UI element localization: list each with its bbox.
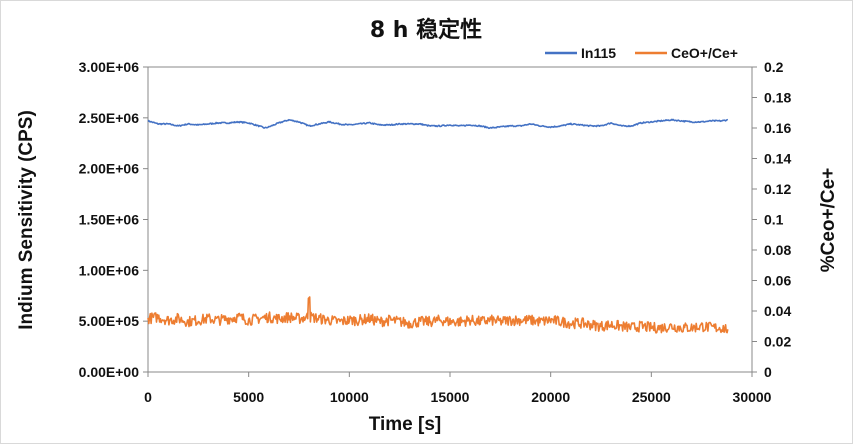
y-axis-left-label: Indium Sensitivity (CPS): [16, 110, 37, 330]
y-right-tick-label: 0.02: [764, 334, 791, 350]
y-right-tick-label: 0: [764, 364, 772, 380]
y-left-tick-label: 2.00E+06: [79, 161, 140, 177]
series-layer: [147, 118, 729, 334]
y-right-tick-label: 0.2: [764, 59, 784, 75]
y-right-tick-label: 0.1: [764, 212, 784, 228]
y-right-tick-label: 0.16: [764, 120, 791, 136]
x-tick-label: 15000: [431, 389, 470, 405]
x-tick-label: 0: [144, 389, 152, 405]
x-axis-label: Time [s]: [369, 414, 442, 435]
y-left-tick-label: 3.00E+06: [79, 59, 140, 75]
x-tick-label: 30000: [733, 389, 772, 405]
y-left-tick-label: 1.00E+06: [79, 262, 140, 278]
y-left-tick-label: 5.00E+05: [79, 313, 140, 329]
x-tick-label: 25000: [632, 389, 671, 405]
y-right-tick-label: 0.06: [764, 273, 791, 289]
y-left-tick-label: 1.50E+06: [79, 212, 140, 228]
chart-title: 8 h 稳定性: [370, 17, 482, 43]
y-left-tick-label: 0.00E+00: [79, 364, 140, 380]
x-tick-label: 20000: [531, 389, 570, 405]
y-right-tick-label: 0.12: [764, 181, 791, 197]
y-right-tick-label: 0.04: [764, 303, 791, 319]
y-right-tick-label: 0.08: [764, 242, 791, 258]
y-axis-right-label: %Ceo+/Ce+: [818, 168, 839, 273]
x-tick-label: 10000: [330, 389, 369, 405]
y-right-tick-label: 0.18: [764, 90, 791, 106]
legend: In115 CeO+/Ce+: [545, 45, 738, 61]
legend-label-ceo: CeO+/Ce+: [671, 45, 738, 61]
y-left-tick-label: 2.50E+06: [79, 110, 140, 126]
y-right-tick-label: 0.14: [764, 151, 791, 167]
x-tick-label: 5000: [233, 389, 264, 405]
legend-label-in115: In115: [581, 45, 616, 61]
series-line-in115: [147, 118, 729, 130]
series-line-ceo-ce: [147, 296, 729, 334]
ticks-layer: 0 5000 10000 15000 20000 25000 30000 0.00E+00 5.…: [79, 59, 792, 405]
